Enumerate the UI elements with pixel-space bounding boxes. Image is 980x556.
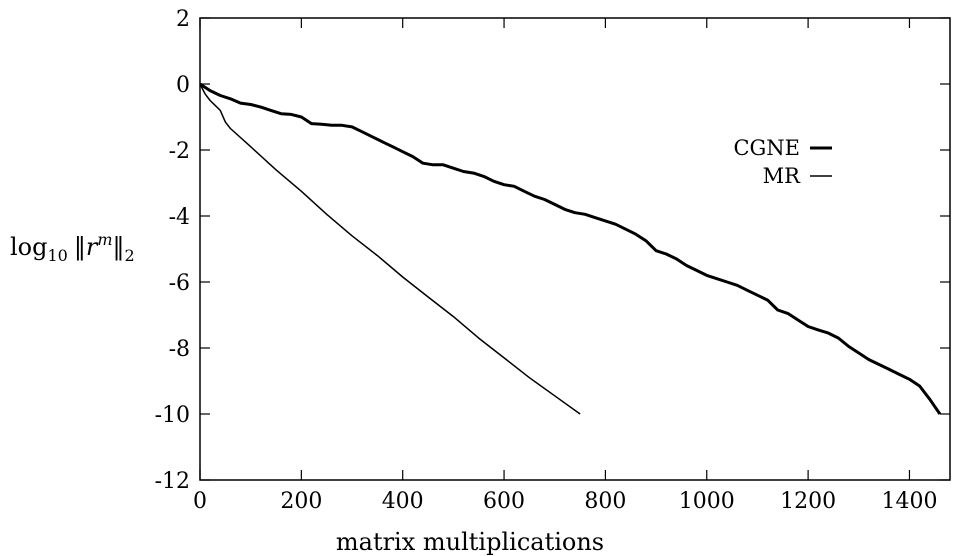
y-tick-label: -4 bbox=[169, 205, 190, 230]
y-axis-title-log: log bbox=[10, 233, 48, 261]
y-axis-title-norm-open: ‖ bbox=[74, 233, 86, 262]
y-axis-title-norm-close: ‖ bbox=[113, 233, 125, 262]
x-tick-label: 1000 bbox=[679, 489, 735, 514]
y-axis-title-norm-sub: 2 bbox=[125, 246, 135, 265]
plot-frame bbox=[199, 17, 951, 481]
y-tick-label: 0 bbox=[176, 73, 190, 98]
y-tick-label: -8 bbox=[169, 337, 190, 362]
series-line-mr bbox=[199, 83, 581, 415]
y-axis-title: log10 ‖rm‖2 bbox=[10, 230, 135, 265]
x-tick-label: 600 bbox=[483, 489, 525, 514]
y-tick-label: -2 bbox=[169, 139, 190, 164]
x-tick-label: 800 bbox=[584, 489, 626, 514]
y-tick-label: 2 bbox=[176, 7, 190, 32]
x-tick-label: 0 bbox=[193, 489, 207, 514]
legend-label-cgne: CGNE bbox=[733, 136, 800, 160]
legend-label-mr: MR bbox=[763, 164, 802, 188]
series-line-cgne bbox=[199, 82, 942, 415]
y-tick-label: -10 bbox=[155, 403, 190, 428]
y-axis-title-base: 10 bbox=[48, 246, 68, 265]
x-tick-label: 400 bbox=[382, 489, 424, 514]
plot-area: 20-2-4-6-8-10-120 200 400 600 800 1000 1200 140… bbox=[155, 7, 951, 514]
y-axis-title-power: m bbox=[97, 230, 112, 249]
x-tick-label: 1200 bbox=[780, 489, 836, 514]
y-axis-title-var: r bbox=[86, 233, 99, 261]
x-tick-label: 1400 bbox=[881, 489, 937, 514]
y-tick-label: -6 bbox=[169, 271, 190, 296]
x-tick-label: 200 bbox=[280, 489, 322, 514]
y-tick-label: -12 bbox=[155, 469, 190, 494]
x-axis-title: matrix multiplications bbox=[336, 528, 604, 556]
